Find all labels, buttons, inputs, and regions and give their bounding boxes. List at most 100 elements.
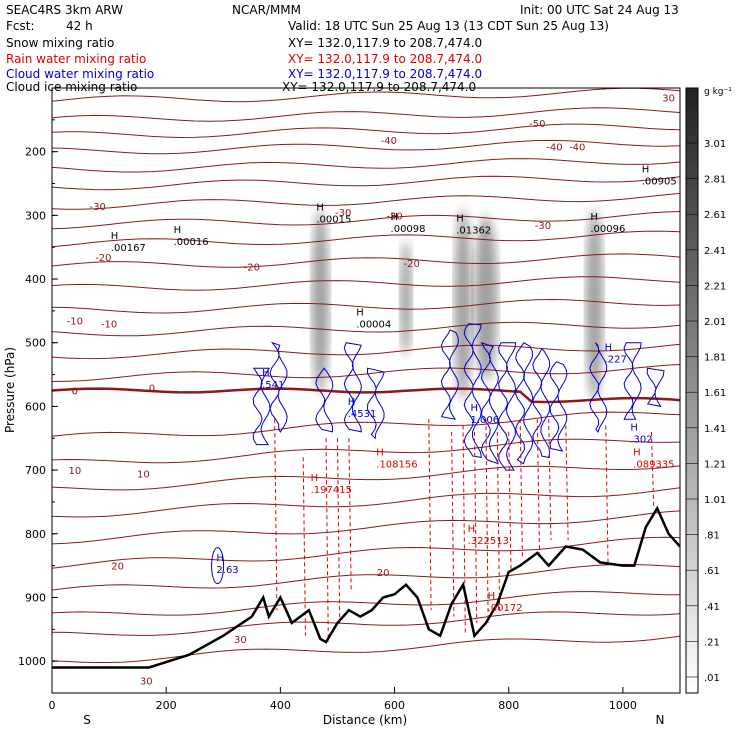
cloud-water-max-label: .541 xyxy=(262,380,284,391)
y-tick-label: 700 xyxy=(25,464,46,477)
rain-contour xyxy=(519,419,523,560)
plot-frame xyxy=(51,87,681,694)
model-title: SEAC4RS 3km ARW xyxy=(6,3,123,17)
isotherm-label: -30 xyxy=(386,211,402,222)
ice-max-marker: H xyxy=(391,212,399,223)
isotherm xyxy=(52,139,680,155)
colorbar-label: .81 xyxy=(704,531,720,542)
rain-contour xyxy=(451,431,455,617)
x-tick-label: 0 xyxy=(49,699,56,712)
isotherm xyxy=(52,611,680,636)
isotherm xyxy=(52,438,680,464)
cloud-water-contour xyxy=(440,329,459,420)
ice-max-label: .00905 xyxy=(642,176,677,187)
isotherm xyxy=(52,563,680,591)
rain-contour xyxy=(302,457,306,636)
colorbar-unit: g kg⁻¹ xyxy=(704,87,732,97)
rain-max-marker: H xyxy=(311,473,319,484)
cloud-water-contour xyxy=(515,342,534,465)
cloud-water-contour xyxy=(343,342,363,433)
isotherm-label: -40 xyxy=(381,136,397,147)
y-tick-label: 500 xyxy=(25,337,46,350)
field-cloud-water-xy: XY= 132.0,117.9 to 208.7,474.0 xyxy=(288,67,483,81)
rain-max-marker: H xyxy=(376,448,384,459)
isotherm-label: 10 xyxy=(137,469,150,480)
ice-max-marker: H xyxy=(316,203,324,214)
isotherm-label: -20 xyxy=(404,259,420,270)
rain-contour xyxy=(274,419,278,611)
ice-max-label: .00016 xyxy=(174,237,209,248)
rain-max-marker: H xyxy=(488,591,496,602)
field-cloud-water-name: Cloud water mixing ratio xyxy=(6,67,155,81)
cloud-water-max-marker: H xyxy=(216,553,224,564)
ice-max-marker: H xyxy=(456,213,464,224)
field-snow-xy: XY= 132.0,117.9 to 208.7,474.0 xyxy=(288,36,483,50)
x-tick-label: 1000 xyxy=(609,699,637,712)
isotherm-label: -30 xyxy=(90,202,106,213)
ice-shading xyxy=(454,209,473,401)
isotherm-label: -30 xyxy=(535,221,551,232)
ice-max-label: .00098 xyxy=(391,224,426,235)
isotherm-label: 10 xyxy=(68,466,81,477)
colorbar-label: 2.81 xyxy=(704,175,726,186)
isotherm xyxy=(52,411,680,437)
rain-contour xyxy=(428,419,432,611)
isotherm xyxy=(52,321,680,337)
cloud-water-max-label: 1.006 xyxy=(470,415,499,426)
y-tick-label: 800 xyxy=(25,528,46,541)
isotherm xyxy=(52,253,680,268)
y-tick-label: 1000 xyxy=(18,655,46,668)
institution: NCAR/MMM xyxy=(232,3,302,17)
isotherm-label: -20 xyxy=(95,253,111,264)
ice-max-marker: H xyxy=(642,164,650,175)
forecast-label: Fcst: xyxy=(6,19,35,33)
rain-max-label: .089335 xyxy=(633,460,674,471)
isotherm xyxy=(52,465,680,491)
rain-contour xyxy=(348,438,352,592)
colorbar-label: 1.81 xyxy=(704,353,726,364)
cloud-water-contour xyxy=(589,342,608,433)
isotherm xyxy=(52,175,680,191)
cloud-water-max-marker: H xyxy=(605,343,613,354)
isotherm xyxy=(52,298,680,314)
isotherm-label: 30 xyxy=(662,94,675,105)
ice-max-label: .01362 xyxy=(456,225,491,236)
isotherm-label: -20 xyxy=(244,262,260,273)
valid-time: Valid: 18 UTC Sun 25 Aug 13 (13 CDT Sun … xyxy=(288,19,609,33)
isotherm xyxy=(52,343,680,360)
y-axis-title: Pressure (hPa) xyxy=(3,347,17,433)
x-end-label-south: S xyxy=(83,713,91,727)
isotherm xyxy=(52,510,680,545)
rain-max-label: .00172 xyxy=(488,603,523,614)
ice-max-marker: H xyxy=(590,212,598,223)
isotherm xyxy=(52,635,680,663)
rain-max-label: .108156 xyxy=(376,460,417,471)
rain-max-label: .322513 xyxy=(468,536,509,547)
colorbar-label: 3.01 xyxy=(704,139,726,150)
colorbar-label: 2.21 xyxy=(704,281,726,292)
cloud-water-contour xyxy=(463,323,482,458)
ice-max-marker: H xyxy=(111,231,119,242)
y-tick-label: 400 xyxy=(25,273,46,286)
init-time: Init: 00 UTC Sat 24 Aug 13 xyxy=(520,3,679,17)
cloud-water-max-label: .227 xyxy=(605,355,627,366)
ice-max-label: .00167 xyxy=(111,243,146,254)
rain-contour xyxy=(336,438,341,623)
colorbar-label: 1.61 xyxy=(704,388,726,399)
isotherm xyxy=(52,536,680,569)
ice-max-label: .00015 xyxy=(316,215,351,226)
cloud-water-max-label: .4531 xyxy=(348,409,377,420)
rain-contour xyxy=(605,425,609,566)
isotherm xyxy=(52,230,680,248)
rain-contour xyxy=(462,425,466,636)
isotherm-label: 20 xyxy=(377,568,390,579)
rain-contour xyxy=(548,419,552,541)
colorbar-label: 2.01 xyxy=(704,317,726,328)
forecast-value: 42 h xyxy=(66,19,93,33)
isotherm-label: 30 xyxy=(234,635,247,646)
isotherm-label: -10 xyxy=(67,316,83,327)
cloud-water-contour xyxy=(623,342,642,420)
isotherm-label: 20 xyxy=(111,562,124,573)
isotherm-label: 30 xyxy=(140,676,153,687)
isotherm xyxy=(52,591,680,616)
